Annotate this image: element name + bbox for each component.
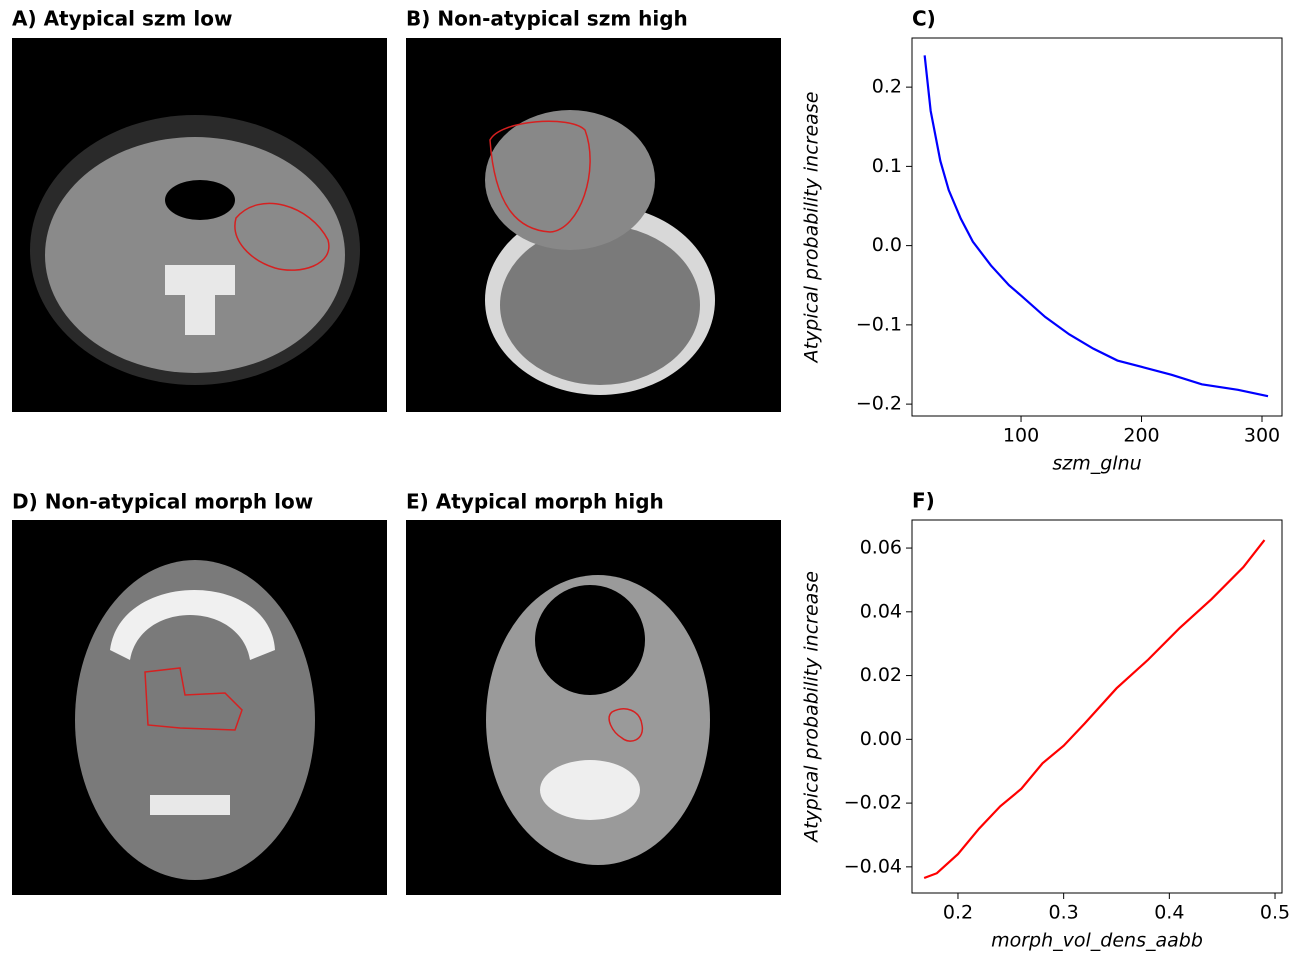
chart-title: C) (912, 7, 936, 31)
x-tick-label: 0.4 (1154, 902, 1184, 924)
plot-frame (911, 37, 1283, 417)
y-tick-label: −0.2 (856, 393, 902, 415)
y-tick-label: −0.02 (844, 792, 902, 814)
y-axis-label: Atypical probability increase (801, 92, 823, 365)
ct-image (406, 520, 781, 895)
x-axis-label: szm_glnu (1052, 453, 1141, 475)
panel-title: B) Non-atypical szm high (406, 7, 688, 31)
y-tick-label: −0.04 (844, 855, 902, 877)
panel-title: A) Atypical szm low (12, 7, 232, 31)
x-tick-label: 100 (1003, 425, 1039, 447)
y-axis-label: Atypical probability increase (801, 571, 823, 844)
y-tick-label: 0.0 (872, 234, 902, 256)
y-tick-label: 0.02 (860, 664, 902, 686)
chart-title: F) (912, 489, 935, 513)
x-tick-label: 200 (1123, 425, 1159, 447)
plot-frame (911, 519, 1283, 894)
x-tick-label: 0.5 (1260, 902, 1290, 924)
panel-title: D) Non-atypical morph low (12, 490, 313, 514)
line (923, 55, 1269, 398)
y-tick-label: 0.06 (860, 537, 902, 559)
y-tick-label: −0.1 (856, 313, 902, 335)
x-axis-label: morph_vol_dens_aabb (991, 930, 1203, 952)
line (923, 539, 1266, 880)
y-tick-label: 0.2 (872, 76, 902, 98)
ct-image (12, 520, 387, 895)
panel-title: E) Atypical morph high (406, 490, 664, 514)
y-tick-label: 0.04 (860, 600, 902, 622)
y-tick-label: 0.1 (872, 155, 902, 177)
x-tick-label: 0.3 (1049, 902, 1079, 924)
ct-image (12, 38, 387, 412)
ct-image (406, 38, 781, 412)
x-tick-label: 300 (1244, 425, 1280, 447)
x-tick-label: 0.2 (943, 902, 973, 924)
y-tick-label: 0.00 (860, 728, 902, 750)
